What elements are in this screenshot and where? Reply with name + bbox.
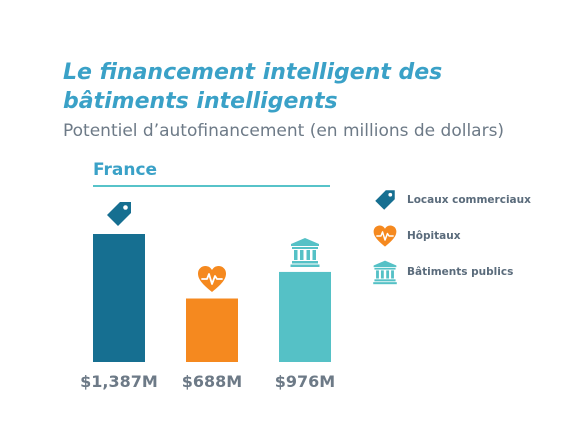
region-label: France	[93, 160, 158, 180]
legend-item-hopitaux: Hôpitaux	[372, 222, 531, 250]
public-building-icon	[289, 236, 321, 268]
value-label-batiments: $976M	[274, 372, 336, 391]
legend-label: Hôpitaux	[407, 230, 461, 242]
chart-subtitle: Potentiel d’autofinancement (en millions…	[63, 121, 505, 141]
heart-pulse-icon	[372, 223, 398, 249]
price-tag-icon	[103, 198, 135, 230]
bar-hopitaux	[186, 298, 238, 362]
value-label-hopitaux: $688M	[181, 372, 243, 391]
heart-pulse-icon	[196, 263, 228, 295]
value-label-locaux: $1,387M	[80, 372, 158, 391]
region-divider	[93, 185, 330, 187]
bar-locaux	[93, 234, 145, 362]
legend-item-batiments: Bâtiments publics	[372, 258, 531, 286]
bar-batiments	[279, 271, 331, 362]
legend: Locaux commerciaux Hôpitaux Bâtiments pu…	[372, 186, 531, 294]
legend-item-locaux: Locaux commerciaux	[372, 186, 531, 214]
chart-title: Le financement intelligent des bâtiments…	[63, 60, 443, 114]
price-tag-icon	[372, 187, 398, 213]
public-building-icon	[372, 259, 398, 285]
legend-label: Locaux commerciaux	[407, 194, 531, 206]
legend-label: Bâtiments publics	[407, 266, 514, 278]
